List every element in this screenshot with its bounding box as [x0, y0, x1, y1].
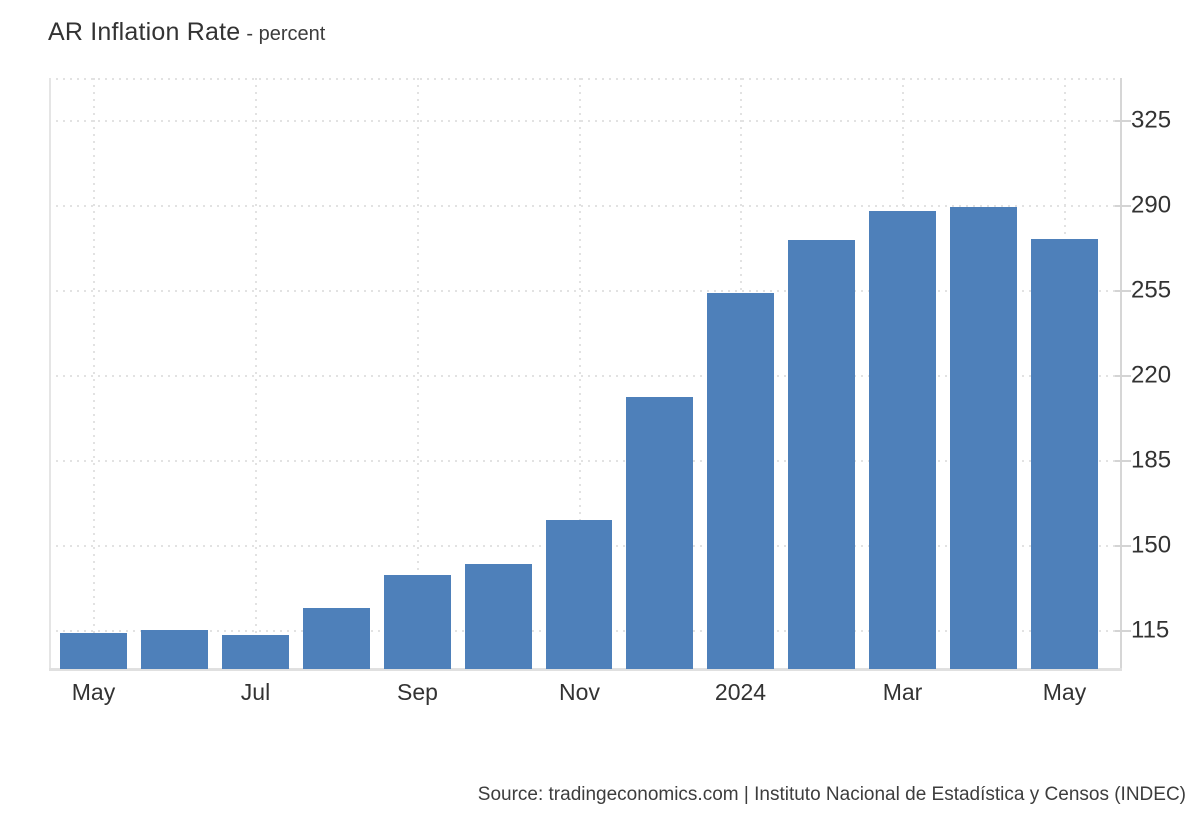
bar-jan-2024[interactable]	[707, 292, 775, 669]
bar-may-2024[interactable]	[1031, 239, 1098, 669]
y-axis-label-220: 220	[1131, 361, 1172, 389]
plot-area	[49, 78, 1122, 671]
y-tick-mark-325	[1115, 119, 1131, 122]
plot-left-border	[49, 78, 51, 669]
bar-jun-2023[interactable]	[140, 629, 208, 669]
gridline-y-290	[49, 205, 1122, 207]
y-axis-label-115: 115	[1131, 616, 1170, 644]
bar-nov-2023[interactable]	[545, 519, 613, 669]
gridline-y-255	[49, 290, 1122, 293]
x-axis-label-nov: Nov	[559, 679, 600, 705]
bar-apr-2024[interactable]	[950, 207, 1018, 669]
gridline-y-220	[49, 375, 1122, 378]
x-axis-label-sep: Sep	[397, 679, 438, 705]
gridline-x-nov	[578, 78, 581, 669]
x-axis-label-may: May	[71, 679, 116, 705]
y-axis-label-290: 290	[1131, 191, 1172, 219]
bar-sep-2023[interactable]	[383, 574, 451, 669]
bar-jul-2023[interactable]	[221, 635, 289, 669]
x-axis-label-jul: Jul	[240, 679, 271, 705]
y-tick-mark-220	[1115, 375, 1131, 378]
y-axis-line	[1120, 78, 1122, 669]
bar-aug-2023[interactable]	[302, 608, 370, 669]
bar-oct-2023[interactable]	[464, 563, 532, 669]
y-tick-mark-290	[1115, 205, 1131, 207]
y-tick-mark-255	[1115, 290, 1131, 293]
y-axis-label-255: 255	[1131, 276, 1172, 304]
gridline-x-may	[92, 78, 95, 669]
y-tick-mark-185	[1115, 460, 1131, 463]
chart-subtitle-text: - percent	[246, 23, 326, 45]
gridline-x-sep	[416, 78, 419, 669]
bar-feb-2024[interactable]	[788, 239, 856, 669]
bar-mar-2024[interactable]	[869, 211, 937, 669]
y-tick-mark-150	[1115, 545, 1131, 548]
bar-may-2023[interactable]	[60, 633, 127, 669]
x-axis-line	[49, 668, 1122, 671]
bar-dec-2023[interactable]	[626, 396, 694, 669]
bars-container	[49, 78, 1122, 669]
x-axis-label-mar: Mar	[882, 679, 923, 705]
y-axis-label-325: 325	[1131, 106, 1172, 134]
x-axis-label-may: May	[1042, 679, 1087, 705]
x-axis-label-2024: 2024	[714, 679, 767, 705]
chart-title: AR Inflation Rate - percent	[48, 18, 325, 47]
y-tick-mark-115	[1115, 630, 1131, 633]
y-axis-label-150: 150	[1131, 531, 1172, 559]
source-attribution: Source: tradingeconomics.com | Instituto…	[477, 784, 1186, 805]
y-axis-label-185: 185	[1131, 446, 1172, 474]
plot-top-border	[49, 78, 1122, 80]
gridline-y-325	[49, 119, 1122, 122]
chart-title-text: AR Inflation Rate	[48, 18, 241, 46]
gridline-x-jul	[254, 78, 257, 669]
gridline-y-185	[49, 460, 1122, 463]
